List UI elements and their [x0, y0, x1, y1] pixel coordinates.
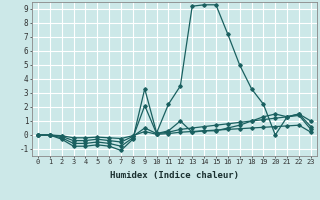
- X-axis label: Humidex (Indice chaleur): Humidex (Indice chaleur): [110, 171, 239, 180]
